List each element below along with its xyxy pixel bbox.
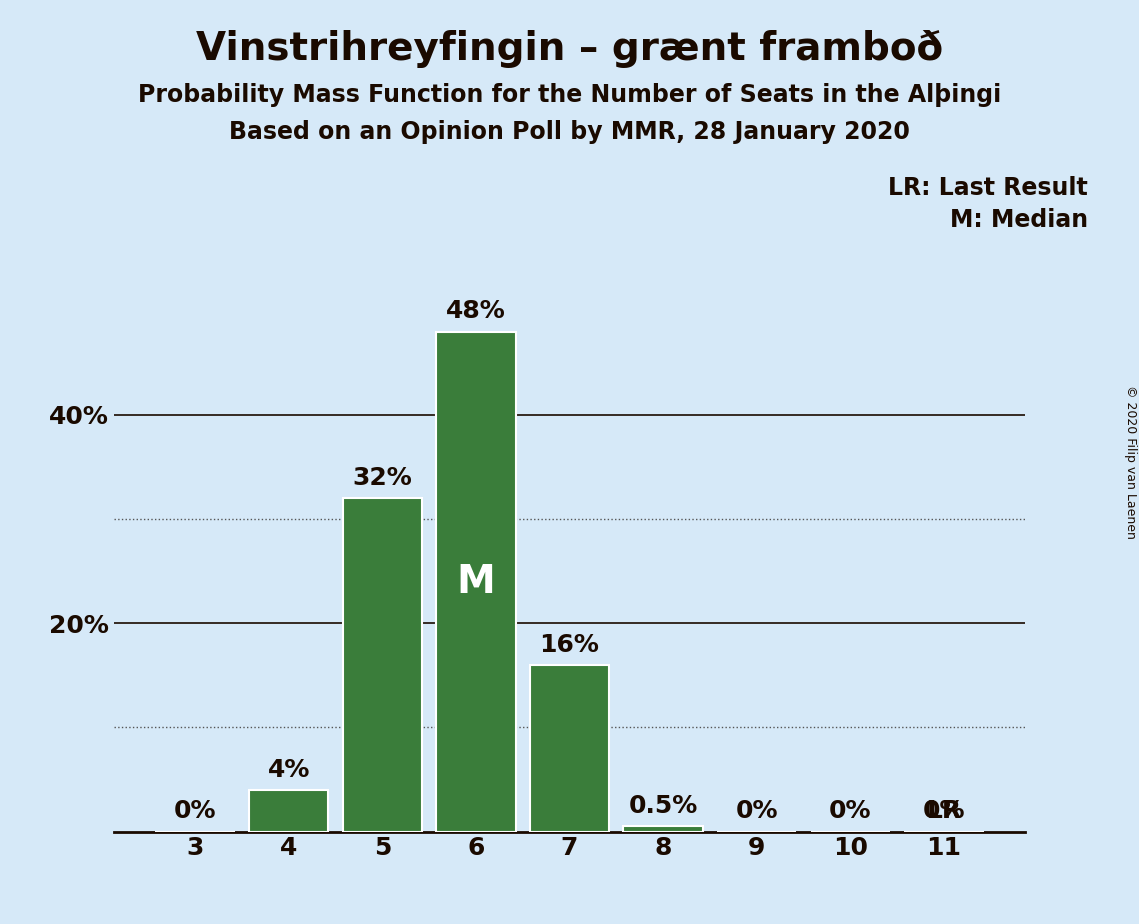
Text: 0%: 0% (736, 799, 778, 823)
Bar (530, 665, 609, 832)
Text: M: Median: M: Median (950, 208, 1088, 232)
Bar (436, 332, 516, 832)
Text: Based on an Opinion Poll by MMR, 28 January 2020: Based on an Opinion Poll by MMR, 28 Janu… (229, 120, 910, 144)
Text: 32%: 32% (352, 466, 412, 490)
Text: M: M (457, 563, 495, 601)
Text: LR: Last Result: LR: Last Result (888, 176, 1088, 200)
Text: 48%: 48% (446, 299, 506, 323)
Text: 0%: 0% (829, 799, 871, 823)
Bar (623, 826, 703, 832)
Text: 16%: 16% (540, 633, 599, 657)
Text: 4%: 4% (268, 758, 310, 782)
Text: © 2020 Filip van Laenen: © 2020 Filip van Laenen (1124, 385, 1137, 539)
Bar (249, 790, 328, 832)
Text: 0.5%: 0.5% (629, 794, 698, 818)
Text: LR: LR (926, 799, 961, 823)
Text: 0%: 0% (174, 799, 216, 823)
Bar (343, 498, 423, 832)
Text: 0%: 0% (923, 799, 965, 823)
Text: Vinstrihreyfingin – grænt framboð: Vinstrihreyfingin – grænt framboð (196, 30, 943, 67)
Text: Probability Mass Function for the Number of Seats in the Alþingi: Probability Mass Function for the Number… (138, 83, 1001, 107)
